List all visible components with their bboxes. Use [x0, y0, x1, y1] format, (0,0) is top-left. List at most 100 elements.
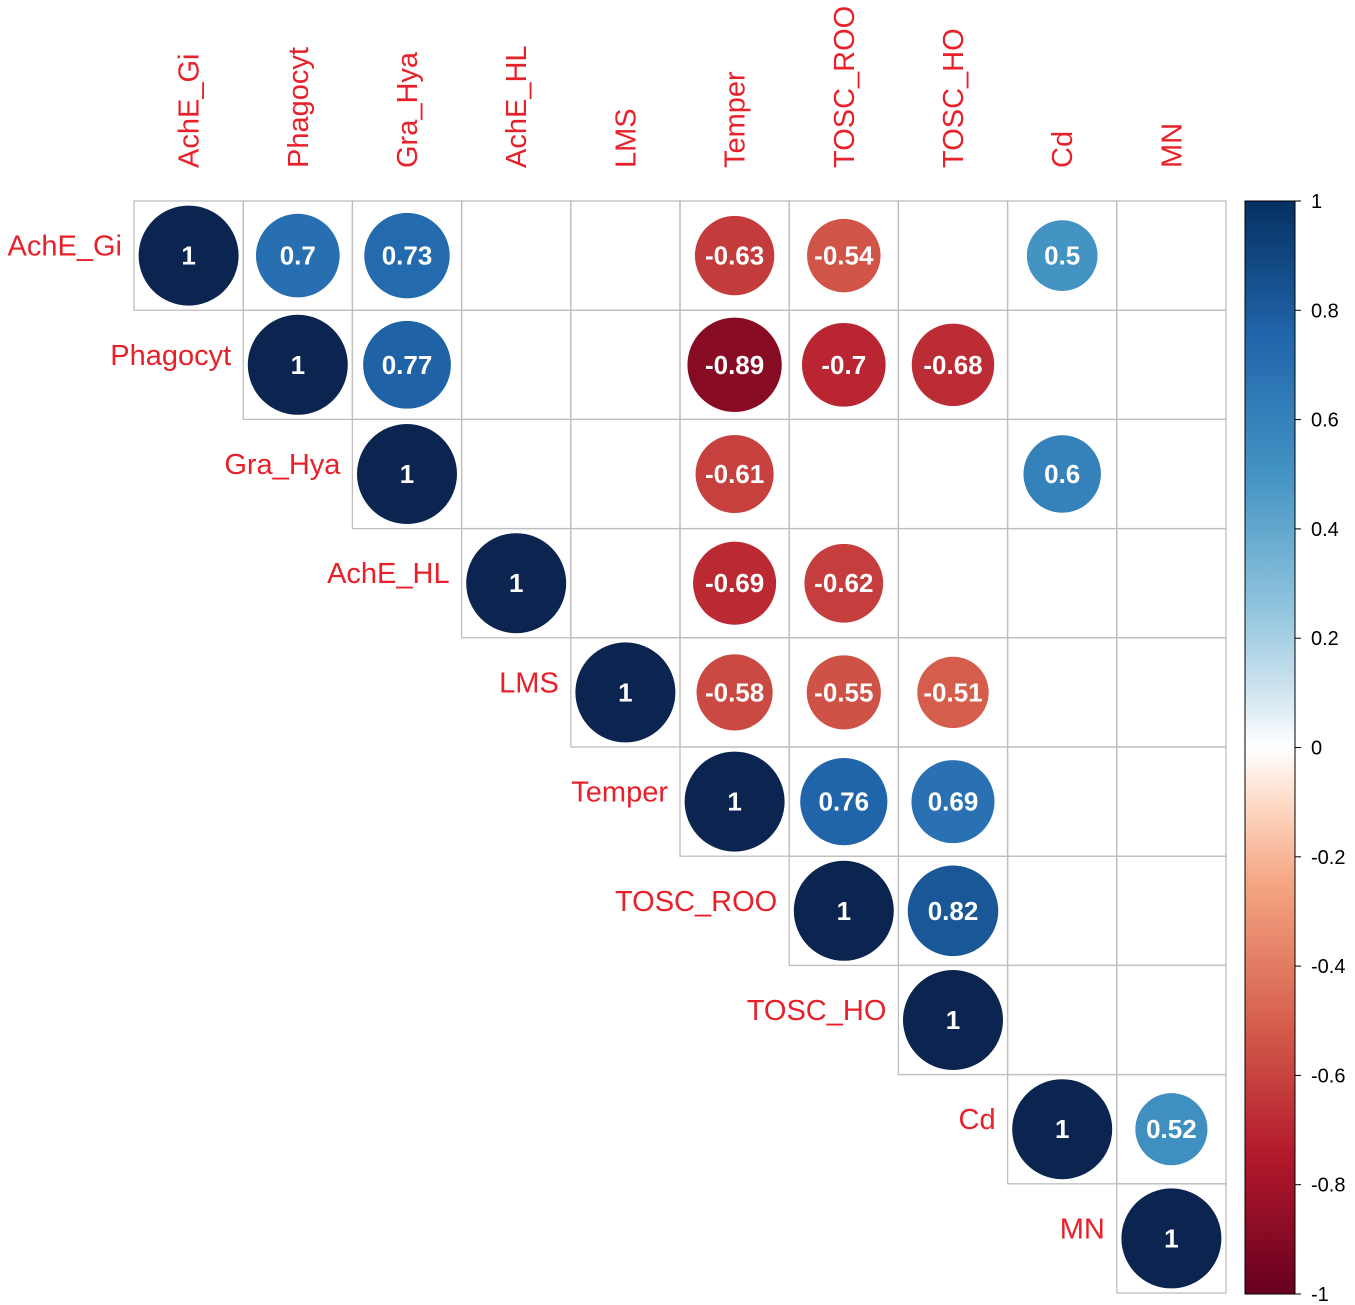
value-label-temper-tosc-ho: 0.69 — [928, 787, 979, 817]
color-legend-tick-label: -1 — [1311, 1284, 1329, 1305]
circle-phagocyt-gra-hya — [363, 320, 451, 409]
circle-ache-gi-gra-hya — [364, 212, 450, 299]
color-legend-ticks: 1 0.8 0.6 0.4 0.2 0 -0.2 -0.4 -0.6 -0.8 -1 — [1295, 191, 1345, 1305]
value-label-tosc-roo-tosc-roo: 1 — [837, 896, 851, 926]
column-label-phagocyt: Phagocyt — [283, 47, 315, 168]
correlation-values: 1 0.7 0.73 -0.63 -0.54 0.5 1 0.77 -0.89 -0.7 -0.68… — [181, 241, 1196, 1254]
value-label-lms-tosc-ho: -0.51 — [923, 677, 982, 707]
value-label-phagocyt-temper: -0.89 — [705, 350, 764, 380]
column-label-tosc-roo: TOSC_ROO — [829, 6, 861, 168]
grid-cell-tosc-ho-mn — [1116, 964, 1227, 1076]
value-label-temper-tosc-roo: 0.76 — [818, 787, 869, 817]
value-label-phagocyt-tosc-roo: -0.7 — [821, 350, 866, 380]
color-legend-tick-label: -0.2 — [1311, 847, 1345, 869]
value-label-lms-temper: -0.58 — [705, 677, 764, 707]
circle-phagocyt-tosc-ho — [911, 323, 995, 407]
grid-cell-gra-hya-mn — [1116, 418, 1227, 530]
row-label-gra-hya: Gra_Hya — [224, 449, 341, 481]
color-legend-tick-label: 0.6 — [1311, 410, 1339, 432]
grid-cell-ache-gi-ache-hl — [460, 200, 572, 311]
row-label-ache-gi: AchE_Gi — [8, 231, 122, 263]
value-label-gra-hya-temper: -0.61 — [705, 459, 764, 489]
row-label-mn: MN — [1060, 1213, 1105, 1245]
circle-cd-mn — [1135, 1093, 1208, 1166]
circle-ache-gi-phagocyt — [255, 213, 340, 298]
row-label-lms: LMS — [499, 667, 559, 699]
row-label-cd: Cd — [959, 1104, 996, 1136]
value-label-mn-mn: 1 — [1164, 1223, 1178, 1253]
value-label-ache-gi-gra-hya: 0.73 — [382, 241, 433, 271]
grid-cell-ache-hl-tosc-ho — [897, 527, 1009, 639]
value-label-phagocyt-phagocyt: 1 — [291, 350, 305, 380]
circle-ache-gi-cd — [1026, 220, 1098, 291]
grid-cell-ache-hl-cd — [1006, 527, 1118, 639]
column-label-ache-gi: AchE_Gi — [174, 54, 206, 168]
color-legend-bar — [1244, 200, 1296, 1295]
value-label-phagocyt-gra-hya: 0.77 — [382, 350, 433, 380]
value-label-ache-gi-ache-gi: 1 — [181, 241, 195, 271]
grid-cell-tosc-roo-cd — [1006, 855, 1118, 967]
grid-cell-gra-hya-tosc-roo — [788, 418, 900, 530]
column-label-mn: MN — [1156, 123, 1188, 168]
grid-cell-lms-cd — [1006, 637, 1118, 748]
value-label-lms-lms: 1 — [618, 677, 632, 707]
grid-lines — [133, 200, 1227, 1294]
column-label-temper: Temper — [720, 71, 752, 168]
circle-lms-lms — [575, 642, 676, 743]
color-legend-tick-label: 1 — [1311, 191, 1322, 213]
circle-lms-tosc-roo — [806, 655, 881, 730]
color-legend-tick-label: 0.8 — [1311, 300, 1339, 322]
circle-cd-cd — [1012, 1079, 1113, 1180]
grid-cell-phagocyt-ache-hl — [460, 309, 572, 421]
color-legend-tick-label: -0.8 — [1311, 1175, 1345, 1197]
circle-gra-hya-cd — [1023, 435, 1101, 513]
column-label-ache-hl: AchE_HL — [501, 45, 533, 168]
grid-cell-gra-hya-lms — [570, 418, 681, 530]
grid-cell-phagocyt-mn — [1116, 309, 1227, 421]
row-label-phagocyt: Phagocyt — [110, 340, 231, 372]
circle-lms-tosc-ho — [917, 656, 989, 729]
value-label-ache-gi-temper: -0.63 — [705, 241, 764, 271]
circle-temper-tosc-roo — [800, 758, 888, 846]
grid-cell-ache-gi-tosc-ho — [897, 200, 1009, 311]
value-label-ache-gi-cd: 0.5 — [1044, 241, 1080, 271]
column-label-tosc-ho: TOSC_HO — [938, 28, 970, 168]
circle-gra-hya-temper — [695, 434, 774, 514]
value-label-gra-hya-cd: 0.6 — [1044, 459, 1080, 489]
column-labels: AchE_Gi Phagocyt Gra_Hya AchE_HL LMS Temper TO… — [174, 6, 1189, 168]
value-label-tosc-roo-tosc-ho: 0.82 — [928, 896, 979, 926]
grid-cell-temper-mn — [1116, 746, 1227, 857]
circle-mn-mn — [1121, 1188, 1222, 1289]
grid-cell-tosc-ho-cd — [1006, 964, 1118, 1076]
color-legend-tick-label: -0.6 — [1311, 1065, 1345, 1087]
column-label-cd: Cd — [1047, 131, 1079, 168]
column-label-gra-hya: Gra_Hya — [392, 51, 424, 168]
grid-cell-ache-gi-mn — [1116, 200, 1227, 311]
grid-cell-ache-gi-lms — [570, 200, 681, 311]
value-label-ache-hl-ache-hl: 1 — [509, 568, 523, 598]
column-label-lms: LMS — [610, 108, 642, 168]
value-label-temper-temper: 1 — [727, 787, 741, 817]
circle-tosc-roo-tosc-roo — [793, 860, 894, 961]
row-label-tosc-ho: TOSC_HO — [747, 995, 887, 1027]
circle-ache-gi-ache-gi — [138, 205, 239, 306]
row-label-tosc-roo: TOSC_ROO — [615, 886, 777, 918]
value-label-ache-hl-tosc-roo: -0.62 — [814, 568, 873, 598]
value-label-gra-hya-gra-hya: 1 — [400, 459, 414, 489]
row-label-temper: Temper — [571, 777, 668, 809]
grid-cell-lms-mn — [1116, 637, 1227, 748]
color-legend-tick-label: -0.4 — [1311, 956, 1345, 978]
color-legend-tick-label: 0.2 — [1311, 628, 1339, 650]
value-label-ache-gi-tosc-roo: -0.54 — [814, 241, 874, 271]
correlation-circles — [138, 205, 1222, 1289]
circle-ache-gi-tosc-roo — [807, 218, 881, 293]
value-label-cd-mn: 0.52 — [1146, 1114, 1197, 1144]
circle-ache-hl-temper — [693, 541, 777, 625]
grid-cell-ache-hl-lms — [570, 527, 681, 639]
circle-temper-tosc-ho — [911, 760, 995, 844]
grid-cell-phagocyt-cd — [1006, 309, 1118, 421]
circle-tosc-roo-tosc-ho — [907, 865, 999, 957]
value-label-phagocyt-tosc-ho: -0.68 — [923, 350, 982, 380]
circle-ache-hl-tosc-roo — [804, 543, 884, 623]
